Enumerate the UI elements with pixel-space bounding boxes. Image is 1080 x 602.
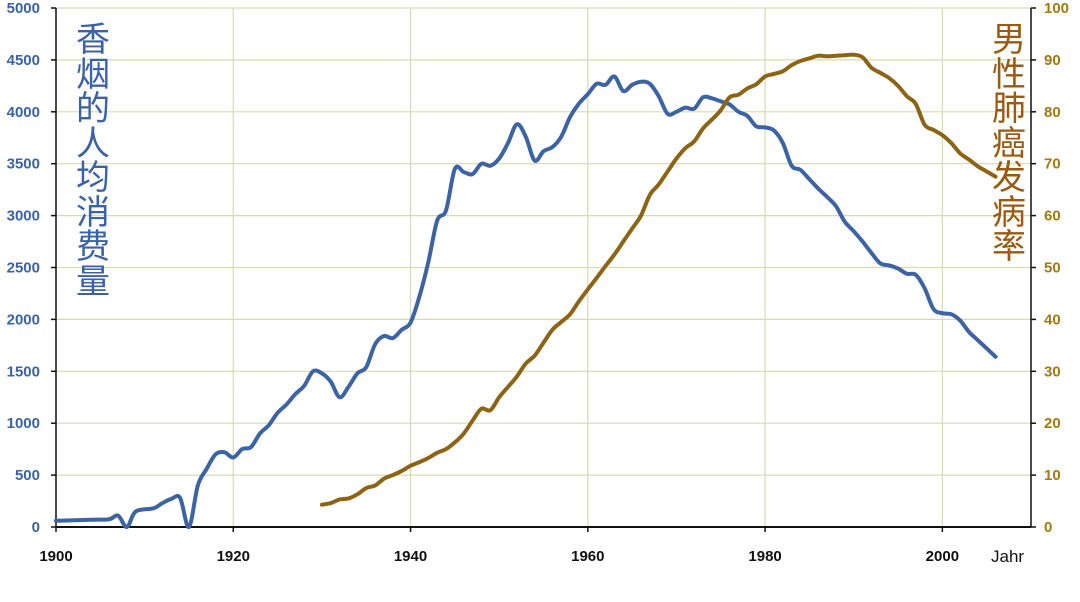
left-axis-title: 香烟的人均消费量 <box>76 20 110 302</box>
right-tick-label: 100 <box>1044 0 1069 17</box>
right-axis-title: 男性肺癌发病率 <box>992 20 1026 267</box>
cigarette-consumption-line <box>54 74 998 530</box>
right-tick-label: 10 <box>1044 467 1061 484</box>
right-tick-label: 80 <box>1044 104 1061 121</box>
left-tick-label: 3000 <box>7 208 40 225</box>
right-axis-ticks: 0 10 20 30 40 50 60 70 80 90 100 <box>1031 0 1069 536</box>
left-tick-label: 4000 <box>7 104 40 121</box>
left-tick-label: 1500 <box>7 363 40 380</box>
right-tick-label: 60 <box>1044 208 1061 225</box>
right-tick-label: 20 <box>1044 415 1061 432</box>
right-tick-label: 90 <box>1044 52 1061 69</box>
left-tick-label: 0 <box>32 519 40 536</box>
x-tick-label: 1980 <box>748 548 781 565</box>
x-tick-label: 1900 <box>39 548 72 565</box>
left-tick-label: 4500 <box>7 52 40 69</box>
x-axis-unit-label: Jahr <box>991 547 1024 566</box>
x-tick-label: 1940 <box>394 548 427 565</box>
left-tick-label: 2000 <box>7 311 40 328</box>
left-axis-ticks: 0 500 1000 1500 2000 2500 3000 3500 4000 4500 5000 <box>7 0 56 536</box>
right-tick-label: 30 <box>1044 363 1061 380</box>
left-tick-label: 3500 <box>7 156 40 173</box>
x-tick-label: 1920 <box>217 548 250 565</box>
x-tick-label: 1960 <box>571 548 604 565</box>
left-tick-label: 1000 <box>7 415 40 432</box>
right-tick-label: 40 <box>1044 311 1061 328</box>
x-tick-label: 2000 <box>926 548 959 565</box>
right-tick-label: 50 <box>1044 260 1061 277</box>
left-tick-label: 5000 <box>7 0 40 17</box>
left-tick-label: 2500 <box>7 260 40 277</box>
series-lines <box>54 52 998 530</box>
right-tick-label: 70 <box>1044 156 1061 173</box>
grid <box>55 7 1031 528</box>
lung-cancer-incidence-line <box>319 52 998 507</box>
right-tick-label: 0 <box>1044 519 1052 536</box>
x-axis-ticks: 1900 1920 1940 1960 1980 2000 <box>39 527 959 565</box>
left-tick-label: 500 <box>15 467 40 484</box>
